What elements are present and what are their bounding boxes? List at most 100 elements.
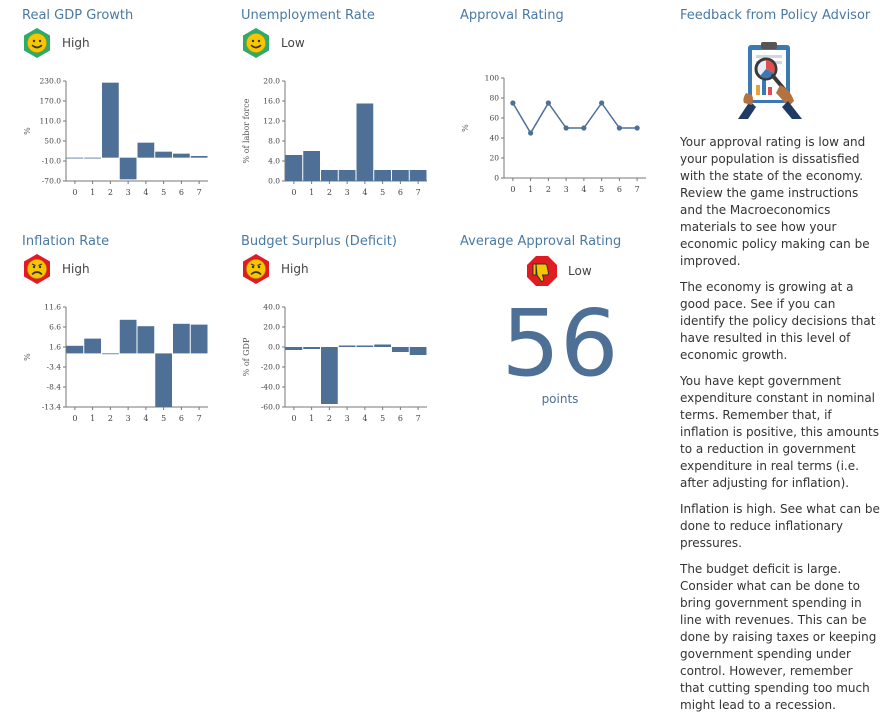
feedback-title: Feedback from Policy Advisor — [680, 8, 871, 23]
y-axis-label: % of labor force — [242, 98, 251, 163]
x-tick-label: 0 — [291, 188, 296, 197]
bar — [409, 347, 427, 355]
budget-panel: Budget Surplus (Deficit) High % of GDP 40… — [241, 234, 441, 429]
x-tick-label: 6 — [398, 414, 403, 423]
y-tick-label: 12.0 — [263, 117, 280, 126]
x-tick-label: 5 — [161, 414, 166, 423]
gdp-title: Real GDP Growth — [22, 8, 134, 23]
y-tick-label: -3.4 — [47, 363, 62, 372]
average-approval-title: Average Approval Rating — [460, 234, 622, 249]
x-tick-label: 6 — [398, 188, 403, 197]
y-tick-label: 110.0 — [40, 117, 62, 126]
x-tick-label: 1 — [309, 188, 314, 197]
x-tick-label: 7 — [416, 414, 421, 423]
x-tick-label: 7 — [635, 185, 640, 194]
x-tick-label: 0 — [72, 188, 77, 197]
y-tick-label: 6.6 — [49, 323, 61, 332]
bar — [137, 326, 155, 354]
average-approval-panel: Average Approval Rating Low 56 points — [460, 234, 660, 424]
x-tick-label: 1 — [528, 185, 533, 194]
x-tick-label: 3 — [345, 188, 350, 197]
y-tick-label: 50.0 — [44, 137, 61, 146]
bar — [321, 170, 338, 181]
average-status-label: Low — [568, 264, 592, 278]
average-approval-unit: points — [541, 392, 579, 406]
bar — [155, 151, 172, 158]
x-tick-label: 6 — [179, 414, 184, 423]
thumbs-down-icon — [527, 256, 557, 286]
gdp-panel: Real GDP Growth High % 230.0 170.0 110.0 50.… — [22, 8, 222, 197]
y-tick-label: 4.0 — [268, 157, 280, 166]
y-tick-label: 80 — [489, 94, 499, 103]
x-tick-label: 5 — [161, 188, 166, 197]
x-tick-label: 5 — [380, 414, 385, 423]
y-tick-label: 16.0 — [263, 97, 280, 106]
x-tick-label: 6 — [179, 188, 184, 197]
bar — [303, 151, 320, 181]
y-tick-label: 0.0 — [268, 343, 280, 352]
bar — [66, 345, 84, 354]
y-tick-label: 11.6 — [44, 303, 61, 312]
bar — [338, 345, 356, 347]
x-tick-label: 2 — [327, 188, 332, 197]
bar — [338, 170, 356, 181]
y-tick-label: 170.0 — [40, 97, 62, 106]
gdp-status-label: High — [62, 36, 90, 50]
gdp-status: High — [22, 28, 90, 58]
y-tick-label: -13.4 — [42, 403, 61, 412]
x-tick-label: 1 — [90, 188, 95, 197]
bar — [173, 323, 190, 354]
y-axis-label: % of GDP — [242, 337, 251, 376]
y-tick-label: 230.0 — [40, 77, 62, 86]
magnifier-clipboard-icon — [738, 42, 802, 119]
x-tick-label: 4 — [143, 188, 148, 197]
budget-status-label: High — [281, 262, 309, 276]
y-tick-label: -20.0 — [261, 363, 280, 372]
feedback-paragraph: Inflation is high. See what can be done … — [680, 502, 880, 550]
x-tick-label: 4 — [362, 414, 367, 423]
feedback-paragraph: The budget deficit is large. Consider wh… — [680, 562, 877, 712]
data-point — [563, 125, 569, 131]
bar — [66, 157, 84, 159]
approval-panel: Approval Rating % 100 80 60 40 20 0 0 1 2 3 4 5 6 7 — [460, 8, 660, 194]
average-approval-value: 56 — [501, 290, 619, 397]
bar — [119, 319, 137, 354]
y-tick-label: 0.0 — [268, 177, 280, 186]
data-point — [528, 130, 534, 136]
x-tick-label: 0 — [72, 414, 77, 423]
bar — [102, 82, 119, 158]
bar — [392, 347, 409, 352]
bar — [190, 156, 208, 158]
bar — [321, 347, 338, 404]
x-tick-label: 5 — [599, 185, 604, 194]
bar — [84, 157, 101, 159]
x-tick-label: 3 — [126, 414, 131, 423]
bar — [409, 170, 427, 181]
feedback-panel: Feedback from Policy Advisor Your approv… — [680, 8, 880, 723]
x-tick-label: 3 — [126, 188, 131, 197]
x-tick-label: 4 — [143, 414, 148, 423]
bar — [84, 338, 101, 354]
y-tick-label: 20 — [489, 154, 499, 163]
data-point — [599, 100, 605, 106]
x-tick-label: 7 — [416, 188, 421, 197]
x-tick-label: 2 — [546, 185, 551, 194]
budget-title: Budget Surplus (Deficit) — [241, 234, 397, 249]
x-tick-label: 2 — [108, 188, 113, 197]
x-tick-label: 0 — [510, 185, 515, 194]
y-tick-label: 40.0 — [263, 303, 280, 312]
bar — [285, 155, 303, 181]
y-axis-label: % — [23, 127, 32, 135]
bar — [392, 170, 409, 181]
y-tick-label: 0 — [494, 174, 499, 183]
y-axis-label: % — [23, 353, 32, 361]
x-tick-label: 2 — [108, 414, 113, 423]
data-point — [616, 125, 622, 131]
y-tick-label: 20.0 — [263, 323, 280, 332]
data-point — [510, 100, 516, 106]
unemployment-title: Unemployment Rate — [241, 8, 375, 23]
y-tick-label: -8.4 — [47, 383, 62, 392]
unemployment-panel: Unemployment Rate Low % of labor force 20… — [241, 8, 441, 197]
y-tick-label: 8.0 — [268, 137, 280, 146]
bar — [173, 153, 190, 158]
